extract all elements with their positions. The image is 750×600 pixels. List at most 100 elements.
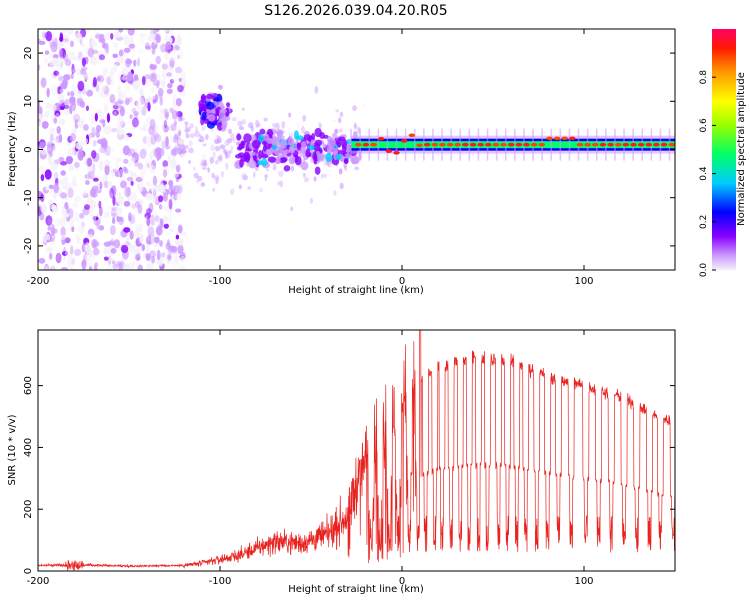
- noise-blob: [87, 247, 93, 257]
- tone-blob: [262, 144, 267, 152]
- noise-blob: [67, 255, 73, 265]
- noise-blob: [175, 97, 182, 107]
- noise-blob: [163, 248, 169, 256]
- noise-blob: [53, 117, 58, 124]
- noise-blob: [168, 179, 174, 187]
- fringe-blob: [178, 129, 182, 136]
- noise-blob: [103, 151, 108, 157]
- fringe-blob: [230, 146, 234, 151]
- noise-blob: [152, 95, 156, 101]
- carrier-peak: [385, 149, 393, 153]
- noise-blob: [93, 248, 100, 256]
- noise-blob: [38, 40, 46, 46]
- noise-blob: [95, 33, 102, 39]
- noise-blob: [180, 70, 186, 79]
- noise-blob: [106, 263, 113, 270]
- tone-blob: [296, 135, 304, 141]
- noise-blob: [49, 133, 54, 142]
- noise-blob: [112, 216, 116, 225]
- carrier-peak: [523, 142, 530, 147]
- noise-blob: [126, 176, 134, 182]
- tone-blob: [272, 138, 280, 146]
- noise-blob: [146, 182, 151, 187]
- noise-blob: [173, 45, 180, 51]
- fringe-blob: [355, 123, 359, 128]
- snr-series-line: [38, 330, 675, 571]
- noise-blob: [58, 133, 63, 143]
- noise-blob: [59, 88, 64, 94]
- carrier-spur: [468, 128, 471, 161]
- noise-blob: [129, 192, 138, 201]
- noise-blob: [84, 137, 88, 144]
- fringe-blob: [343, 164, 348, 172]
- noise-blob: [115, 157, 123, 163]
- noise-blob: [173, 93, 177, 101]
- noise-blob: [177, 183, 184, 191]
- noise-blob: [164, 51, 170, 61]
- tone-blob: [260, 158, 268, 167]
- fringe-blob: [279, 180, 284, 188]
- noise-blob: [103, 159, 111, 166]
- noise-blob: [77, 150, 84, 161]
- noise-blob: [108, 257, 116, 262]
- fringe-blob: [207, 167, 210, 173]
- noise-blob: [115, 206, 122, 217]
- tone-blob: [216, 121, 223, 131]
- noise-blob: [103, 256, 109, 261]
- carrier-peak: [469, 142, 477, 147]
- noise-blob: [47, 246, 53, 252]
- carrier-peak: [569, 136, 576, 141]
- noise-blob: [162, 160, 169, 168]
- noise-blob: [38, 105, 43, 116]
- noise-blob: [139, 171, 144, 179]
- colorbar-tick-label: 0.4: [699, 166, 709, 181]
- carrier-peak: [576, 142, 584, 147]
- noise-blob: [75, 142, 82, 150]
- noise-blob: [71, 226, 75, 233]
- noise-blob: [157, 87, 164, 97]
- noise-blob: [45, 102, 52, 109]
- noise-blob: [171, 185, 177, 193]
- noise-blob: [65, 155, 73, 165]
- noise-blob: [83, 124, 89, 131]
- noise-blob: [155, 55, 162, 65]
- noise-blob: [60, 170, 66, 176]
- noise-blob: [109, 224, 116, 236]
- carrier-peak: [431, 142, 438, 147]
- tone-blob: [206, 108, 215, 114]
- noise-blob: [51, 84, 58, 96]
- noise-blob: [103, 211, 110, 219]
- noise-blob: [50, 103, 57, 111]
- tone-blob: [332, 147, 339, 155]
- noise-blob: [111, 212, 119, 218]
- fringe-blob: [264, 174, 269, 178]
- carrier-peak: [637, 142, 645, 147]
- fringe-blob: [232, 137, 236, 144]
- fringe-blob: [331, 119, 337, 123]
- noise-blob: [139, 126, 147, 132]
- fringe-blob: [219, 144, 226, 150]
- colorbar-tick-label: 0.2: [699, 215, 709, 229]
- fringe-blob: [179, 149, 185, 158]
- noise-blob: [60, 192, 67, 199]
- fringe-blob: [290, 165, 295, 172]
- noise-blob: [129, 114, 133, 120]
- noise-blob: [69, 40, 75, 48]
- noise-blob: [165, 136, 169, 147]
- fringe-blob: [243, 174, 249, 181]
- fringe-blob: [224, 151, 229, 159]
- tone-blob: [300, 161, 309, 171]
- noise-blob: [41, 31, 48, 39]
- tone-blob: [240, 140, 245, 149]
- noise-blob: [56, 41, 62, 51]
- fringe-blob: [201, 154, 207, 159]
- noise-blob: [114, 101, 119, 107]
- noise-blob: [150, 87, 156, 94]
- fringe-blob: [229, 188, 235, 196]
- noise-blob: [156, 34, 162, 44]
- noise-blob: [38, 264, 44, 270]
- fringe-blob: [218, 154, 223, 163]
- noise-blob: [154, 184, 162, 192]
- noise-blob: [146, 208, 152, 215]
- spectrogram-ytick-label: 0: [23, 146, 34, 152]
